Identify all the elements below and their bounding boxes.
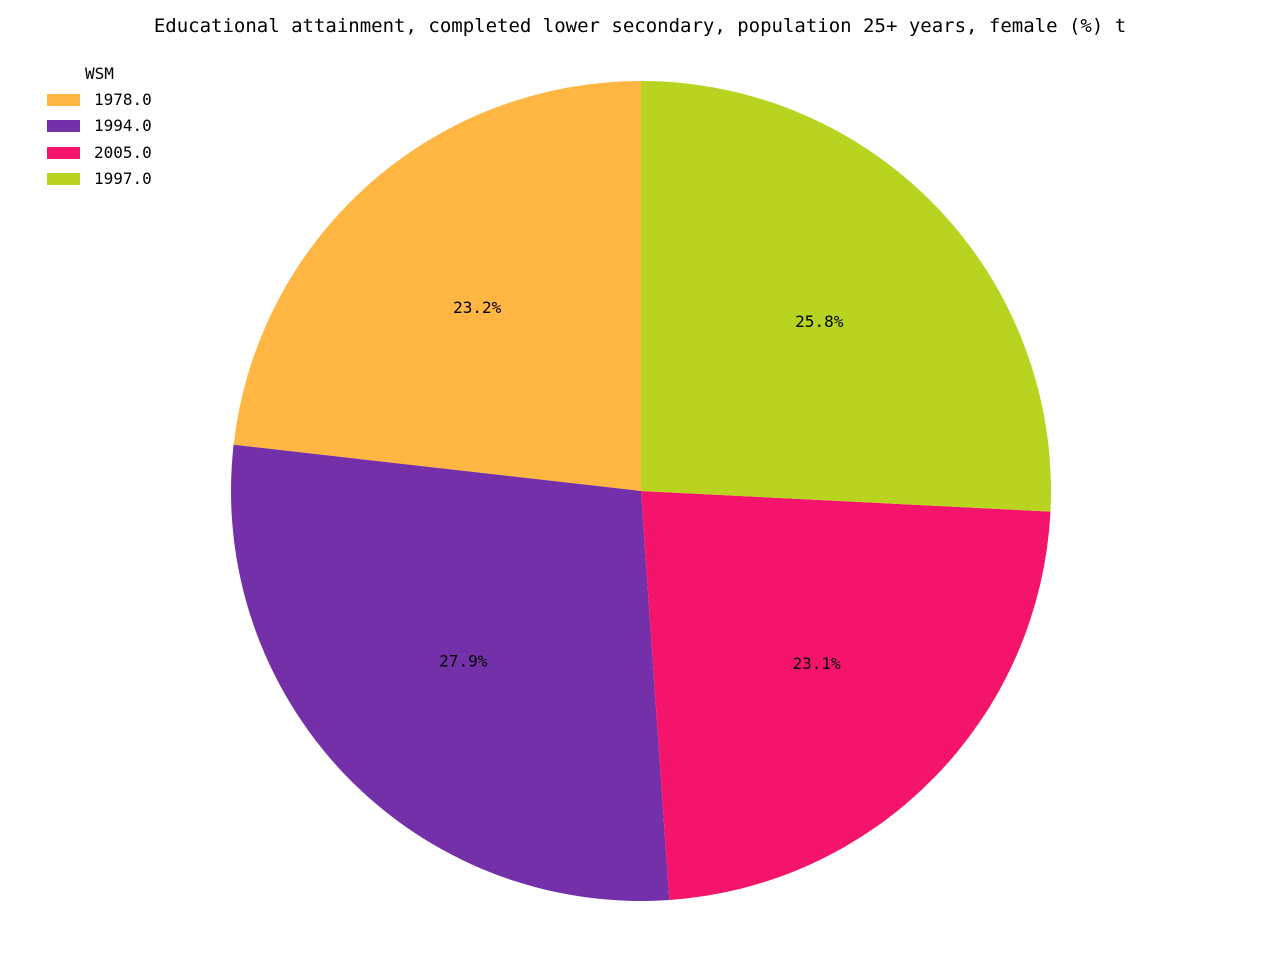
legend-swatch bbox=[47, 173, 80, 185]
legend-label: 1978.0 bbox=[94, 90, 152, 109]
slice-percent-label: 23.1% bbox=[792, 654, 841, 673]
pie-slice bbox=[641, 81, 1051, 512]
legend-title: WSM bbox=[85, 64, 114, 83]
slice-percent-label: 27.9% bbox=[439, 652, 488, 671]
legend-swatch bbox=[47, 147, 80, 159]
chart-title: Educational attainment, completed lower … bbox=[153, 15, 1127, 37]
legend-swatch bbox=[47, 94, 80, 106]
pie-slice bbox=[641, 491, 1051, 901]
pie-slice bbox=[231, 444, 670, 901]
legend-label: 1997.0 bbox=[94, 169, 152, 188]
legend-label: 1994.0 bbox=[94, 116, 152, 135]
slice-percent-label: 23.2% bbox=[453, 298, 502, 317]
slice-percent-label: 25.8% bbox=[795, 312, 844, 331]
legend-label: 2005.0 bbox=[94, 143, 152, 162]
pie-slice bbox=[233, 81, 641, 491]
legend-swatch bbox=[47, 120, 80, 132]
